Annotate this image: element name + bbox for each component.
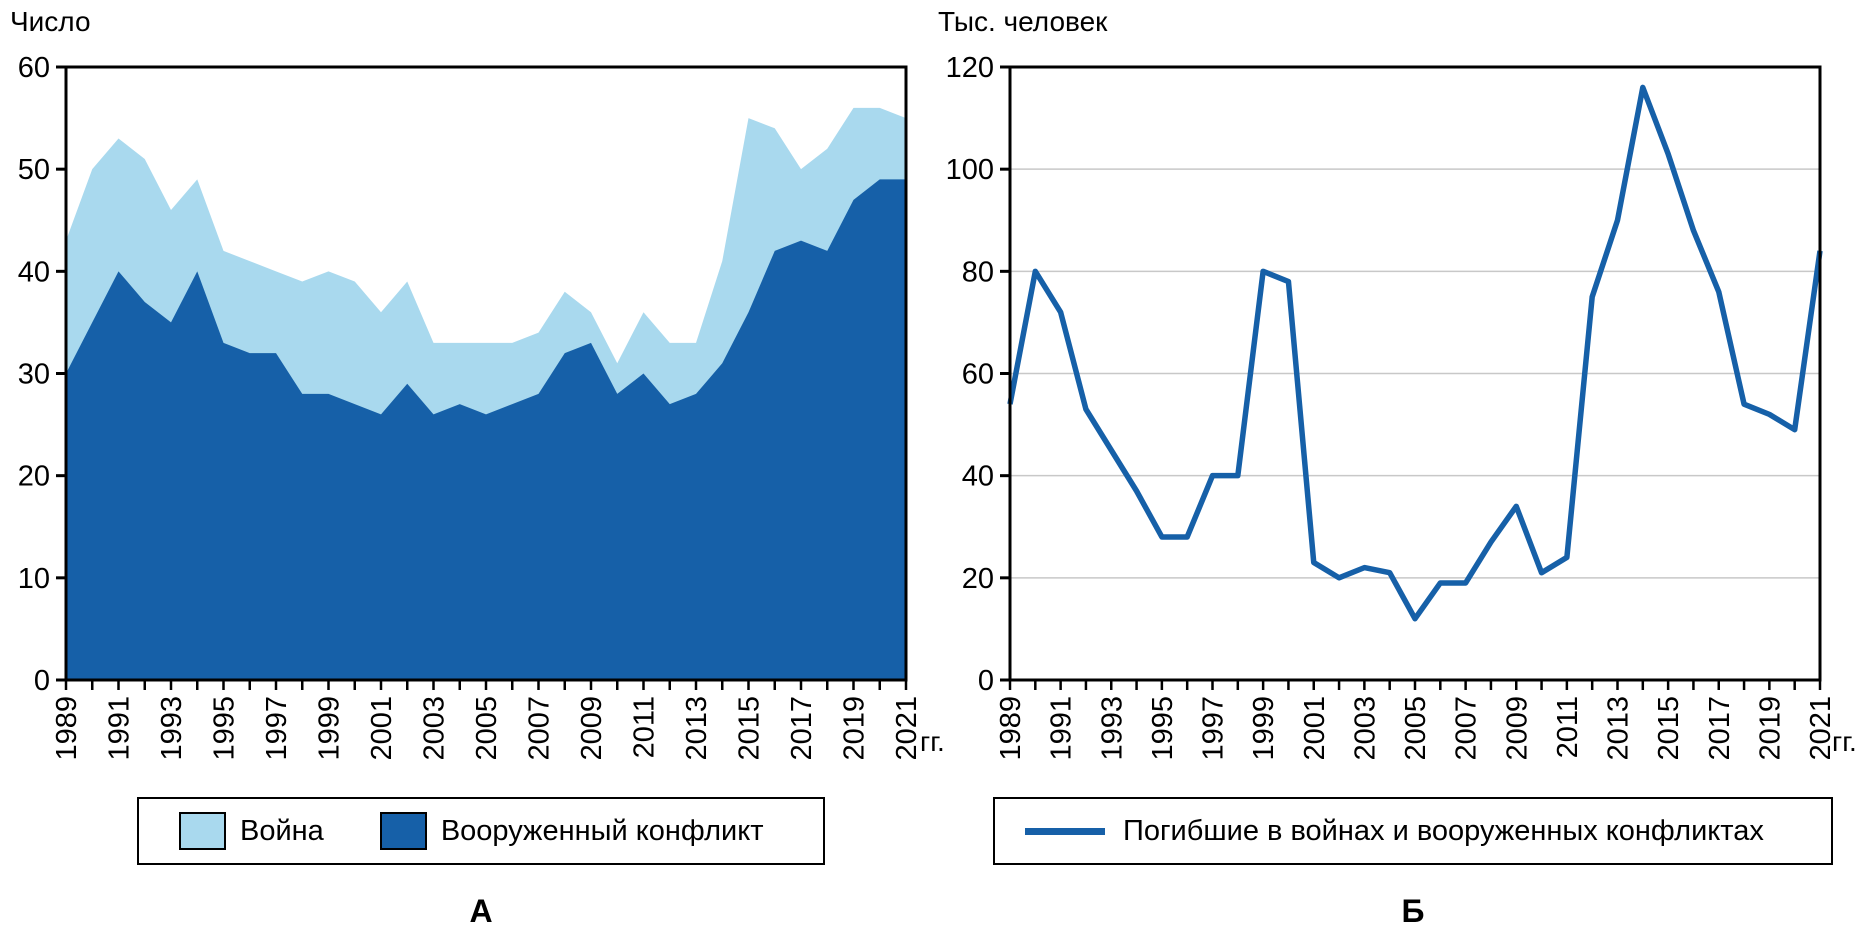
- x-tick-label: 2013: [1603, 696, 1635, 761]
- y-tick-label: 40: [962, 461, 994, 493]
- y-tick-label: 100: [946, 154, 994, 186]
- x-tick-label: 2017: [786, 696, 818, 761]
- y-tick-label: 0: [34, 665, 50, 697]
- x-tick-label: 2001: [366, 696, 398, 761]
- chart-a-y-axis-title: Число: [10, 6, 91, 37]
- x-tick-label: 2007: [524, 696, 556, 761]
- chart-b-y-axis-title: Тыс. человек: [938, 6, 1108, 37]
- x-tick-label: 1989: [995, 696, 1027, 761]
- x-tick-label: 1995: [1147, 696, 1179, 761]
- x-tick-label: 2001: [1299, 696, 1331, 761]
- x-tick-label: 2019: [839, 696, 871, 761]
- x-tick-label: 1991: [104, 696, 136, 761]
- legend-swatch-war: [179, 812, 226, 850]
- chart-b-legend: Погибшие в войнах и вооруженных конфликт…: [993, 797, 1833, 865]
- x-tick-label: 2009: [576, 696, 608, 761]
- x-tick-label: 2015: [1653, 696, 1685, 761]
- y-tick-label: 10: [18, 563, 50, 595]
- chart-b-caption: Б: [1401, 893, 1425, 929]
- x-tick-label: 2015: [734, 696, 766, 761]
- chart-b-x-axis-unit: гг.: [1832, 726, 1857, 757]
- y-tick-label: 60: [18, 52, 50, 84]
- x-tick-label: 2021: [1805, 696, 1837, 761]
- x-tick-label: 2005: [471, 696, 503, 761]
- y-tick-label: 60: [962, 359, 994, 391]
- x-tick-label: 1999: [314, 696, 346, 761]
- chart-a-plot: 0 10 20 30 40 50 60 1989 1991 1993 1995 1997 1999 200…: [18, 52, 923, 761]
- y-tick-label: 120: [946, 52, 994, 84]
- chart-a-x-axis-unit: гг.: [920, 726, 945, 757]
- x-tick-label: 1997: [1198, 696, 1230, 761]
- x-tick-label: 2003: [419, 696, 451, 761]
- x-tick-label: 2021: [891, 696, 923, 761]
- x-tick-label: 2003: [1349, 696, 1381, 761]
- chart-a-caption: А: [469, 893, 493, 929]
- x-tick-label: 2007: [1451, 696, 1483, 761]
- x-tick-label: 2011: [629, 696, 661, 758]
- x-tick-label: 2013: [681, 696, 713, 761]
- legend-line-swatch-deaths: [1025, 827, 1105, 835]
- x-tick-label: 2017: [1704, 696, 1736, 761]
- y-tick-label: 20: [18, 461, 50, 493]
- chart-a-legend: Война Вооруженный конфликт: [137, 797, 825, 865]
- y-tick-label: 0: [978, 665, 994, 697]
- deaths-line: [1007, 84, 1823, 622]
- x-tick-label: 2011: [1552, 696, 1584, 758]
- y-tick-label: 50: [18, 154, 50, 186]
- x-tick-label: 2019: [1754, 696, 1786, 761]
- legend-swatch-armed-conflict: [379, 812, 427, 850]
- armed-conflict-area: [66, 179, 906, 680]
- x-tick-label: 1993: [1096, 696, 1128, 761]
- x-tick-label: 1997: [261, 696, 293, 761]
- y-tick-label: 80: [962, 256, 994, 288]
- y-tick-label: 20: [962, 563, 994, 595]
- y-tick-label: 40: [18, 256, 50, 288]
- x-tick-label: 1999: [1248, 696, 1280, 761]
- x-tick-label: 1995: [209, 696, 241, 761]
- legend-label-war: Война: [240, 814, 324, 847]
- chart-b-plot: 0 20 40 60 80 100 120 1989 1991 1993 1995 1997 1999 2…: [946, 52, 1837, 761]
- x-tick-label: 1993: [156, 696, 188, 761]
- y-tick-label: 30: [18, 359, 50, 391]
- x-tick-label: 2009: [1501, 696, 1533, 761]
- x-tick-label: 1991: [1046, 696, 1078, 761]
- x-tick-label: 2005: [1400, 696, 1432, 761]
- legend-label-deaths: Погибшие в войнах и вооруженных конфликт…: [1123, 814, 1764, 847]
- legend-label-armed-conflict: Вооруженный конфликт: [440, 814, 764, 847]
- x-tick-label: 1989: [51, 696, 83, 761]
